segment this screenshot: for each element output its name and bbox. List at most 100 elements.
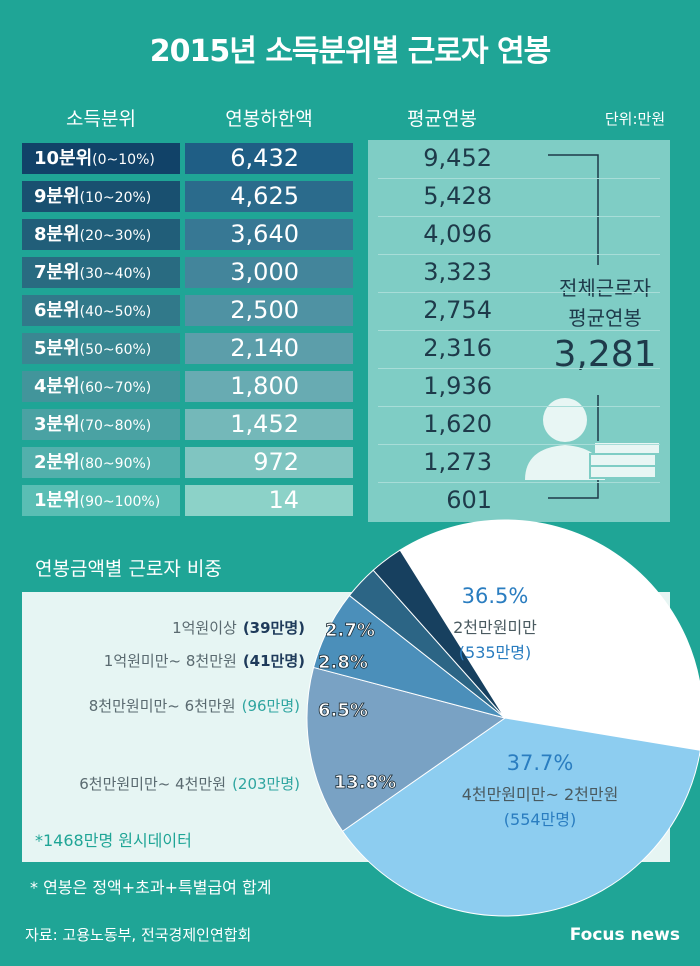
rank-range: (50~60%)	[79, 342, 152, 358]
rank-cell: 7분위(30~40%)	[22, 257, 180, 288]
title: 2015년 소득분위별 근로자 연봉	[149, 34, 551, 69]
lower-bound: 14	[185, 485, 353, 516]
rank: 10분위	[34, 148, 93, 169]
rank: 1분위	[34, 490, 80, 511]
category: 6천만원미만~ 4천만원	[79, 775, 226, 793]
source: 자료: 고용노동부, 전국경제인연합회	[25, 926, 251, 944]
rank-cell: 5분위(50~60%)	[22, 333, 180, 364]
count-label: (535만명)	[459, 643, 531, 662]
rank-range: (90~100%)	[79, 494, 161, 510]
pie-slice	[372, 549, 506, 719]
percent-label: 6.5%	[318, 700, 368, 721]
lower-bound: 3,000	[185, 257, 353, 288]
category: 1억원미만~ 8천만원	[104, 652, 237, 670]
note: *1468만명 원시데이터	[35, 831, 192, 850]
rank-cell: 9분위(10~20%)	[22, 181, 180, 212]
category-label: 2천만원미만	[453, 618, 537, 637]
rank-range: (30~40%)	[79, 266, 152, 282]
percent-label: 2.8%	[318, 652, 368, 673]
category-label: 6천만원미만~ 4천만원 (203만명)	[79, 775, 300, 793]
person-icon	[525, 398, 605, 480]
average: 1,273	[423, 448, 492, 476]
row-line	[378, 178, 660, 179]
rank-range: (70~80%)	[79, 418, 152, 434]
lower-bound: 3,640	[185, 219, 353, 250]
percent-label: 37.7%	[507, 751, 574, 775]
rank-range: (20~30%)	[79, 228, 152, 244]
bracket	[548, 154, 599, 499]
summary-line: 전체근로자	[559, 276, 651, 300]
percent-label: 13.8%	[334, 772, 396, 793]
rank-range: (10~20%)	[79, 190, 152, 206]
lower-bound: 6,432	[185, 143, 353, 174]
rank-range: (80~90%)	[79, 456, 152, 472]
brand: Focus news	[570, 925, 680, 945]
count: (39만명)	[243, 619, 305, 637]
average: 601	[446, 486, 492, 514]
count: (41만명)	[243, 652, 305, 670]
count: (203만명)	[232, 775, 300, 793]
category-label: 1억원이상 (39만명)	[172, 619, 305, 637]
category: 1억원이상	[172, 619, 237, 637]
average: 2,316	[423, 334, 492, 362]
row-line	[378, 444, 660, 445]
percent-label: 2.7%	[325, 620, 375, 641]
rank: 4분위	[34, 376, 80, 397]
rank-range: (40~50%)	[79, 304, 152, 320]
rank: 8분위	[34, 224, 80, 245]
row-line	[378, 216, 660, 217]
row-line	[378, 482, 660, 483]
rank: 6분위	[34, 300, 80, 321]
rank-cell: 1분위(90~100%)	[22, 485, 180, 516]
rank: 5분위	[34, 338, 80, 359]
lower-bound: 1,800	[185, 371, 353, 402]
lower-bound: 972	[185, 447, 353, 478]
lower-bound: 2,500	[185, 295, 353, 326]
rank-cell: 2분위(80~90%)	[22, 447, 180, 478]
lower-bound: 2,140	[185, 333, 353, 364]
category-label: 1억원미만~ 8천만원 (41만명)	[104, 652, 305, 670]
average: 5,428	[423, 182, 492, 210]
average: 3,323	[423, 258, 492, 286]
lower-bound: 4,625	[185, 181, 353, 212]
rank-cell: 6분위(40~50%)	[22, 295, 180, 326]
average: 2,754	[423, 296, 492, 324]
unit: 단위:만원	[604, 110, 666, 128]
average: 1,620	[423, 410, 492, 438]
row-line	[378, 406, 660, 407]
row-line	[378, 330, 660, 331]
rank-cell: 3분위(70~80%)	[22, 409, 180, 440]
average: 4,096	[423, 220, 492, 248]
pie-slice	[306, 666, 507, 832]
rank-cell: 8분위(20~30%)	[22, 219, 180, 250]
percent-label: 36.5%	[462, 584, 529, 608]
rank: 7분위	[34, 262, 80, 283]
count-label: (554만명)	[504, 810, 576, 829]
row-line	[378, 254, 660, 255]
chart-title: 연봉금액별 근로자 비중	[35, 558, 222, 580]
category-label: 4천만원미만~ 2천만원	[462, 785, 619, 804]
rank: 3분위	[34, 414, 80, 435]
row-line	[378, 368, 660, 369]
average: 9,452	[423, 144, 492, 172]
pie-slice	[399, 519, 700, 751]
rank-cell: 4분위(60~70%)	[22, 371, 180, 402]
rank: 2분위	[34, 452, 80, 473]
column-header: 평균연봉	[407, 108, 477, 130]
lower-bound: 1,452	[185, 409, 353, 440]
column-header: 소득분위	[66, 108, 136, 130]
row-line	[378, 292, 660, 293]
category: 8천만원미만~ 6천만원	[89, 697, 236, 715]
rank-range: (60~70%)	[79, 380, 152, 396]
footnote: * 연봉은 정액+초과+특별급여 합계	[30, 878, 271, 897]
rank-cell: 10분위(0~10%)	[22, 143, 180, 174]
average: 1,936	[423, 372, 492, 400]
rank-range: (0~10%)	[92, 152, 155, 168]
category-label: 8천만원미만~ 6천만원 (96만명)	[89, 697, 300, 715]
pie-slice	[341, 717, 700, 917]
money-icon	[589, 441, 661, 479]
summary-line: 평균연봉	[568, 306, 642, 330]
rank: 9분위	[34, 186, 80, 207]
